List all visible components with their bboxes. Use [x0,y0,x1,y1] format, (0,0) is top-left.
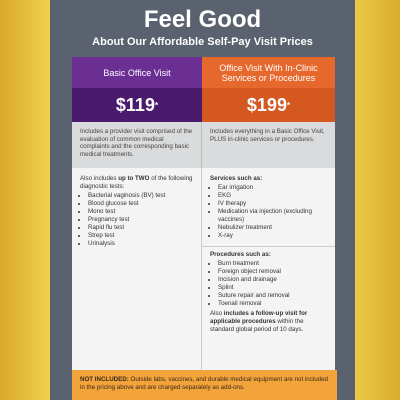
list-item: Incision and drainage [218,276,327,284]
list-item: IV therapy [218,200,327,208]
list-item: Blood glucose test [88,200,193,208]
price-mark: * [286,100,291,110]
list-item: Toenail removal [218,300,327,308]
text: of the following diagnostic tests: [80,175,193,190]
list: Bacterial vaginosis (BV) testBlood gluco… [80,192,193,248]
list-item: EKG [218,192,327,200]
followup: Also includes a follow-up visit for appl… [210,310,327,334]
price-value: $119 [115,94,155,115]
list-item: Bacterial vaginosis (BV) test [88,192,193,200]
text: up to TWO [118,175,150,182]
list-item: Strep test [88,232,193,240]
list-item: X-ray [218,232,327,240]
footer: NOT INCLUDED: Outside labs, vaccines, an… [72,370,337,400]
description: Includes a provider visit comprised of t… [72,122,202,168]
list-item: Nebulizer treatment [218,224,327,232]
poster: Feel Good About Our Affordable Self-Pay … [50,0,355,400]
text: includes a follow-up visit for applicabl… [210,310,308,325]
list-item: Splint [218,284,327,292]
left-details: Also includes up to TWO of the following… [72,168,202,370]
list: Ear irrigationEKGIV therapyMedication vi… [210,184,327,240]
heading: Procedures such as: [210,251,271,258]
price-mark: * [154,100,159,110]
list-item: Burn treatment [218,260,327,268]
text: within the standard global period of 10 … [210,318,304,333]
footer-label: NOT INCLUDED: [80,376,129,383]
description: Includes everything in a Basic Office Vi… [202,122,335,168]
subtitle: About Our Affordable Self-Pay Visit Pric… [92,36,313,48]
list-item: Suture repair and removal [218,292,327,300]
column-header: Basic Office Visit [72,57,202,88]
price: $119 * [72,88,202,122]
footer-text: Outside labs, vaccines, and durable medi… [80,376,328,391]
price: $199 * [202,88,335,122]
list-item: Rapid flu test [88,224,193,232]
text: Also [210,310,224,317]
list-item: Pregnancy test [88,216,193,224]
list-item: Medication via injection (excluding vacc… [218,208,327,224]
list: Burn treatmentForeign object removalInci… [210,260,327,308]
title: Feel Good [143,6,262,33]
heading: Services such as: [210,175,263,182]
right-details: Services such as: Ear irrigationEKGIV th… [202,168,335,370]
list-item: Mono test [88,208,193,216]
text: Also includes [80,175,119,182]
list-item: Urinalysis [88,240,193,248]
intro: Also includes up to TWO of the following… [80,175,193,191]
list-item: Ear irrigation [218,184,327,192]
price-value: $199 [246,94,287,115]
list-item: Foreign object removal [218,268,327,276]
column-header: Office Visit With In-Clinic Services or … [202,57,335,88]
